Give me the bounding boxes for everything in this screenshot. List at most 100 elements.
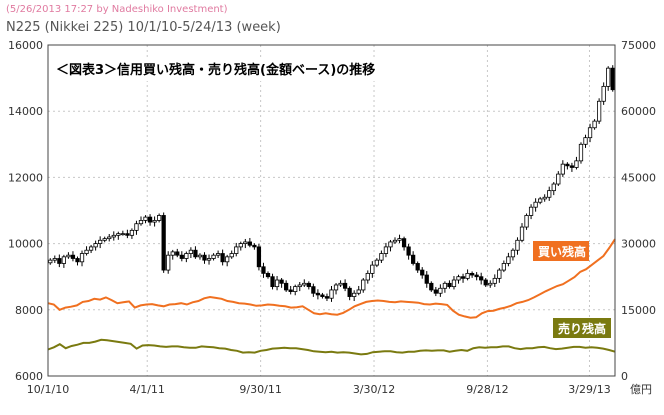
candle-body [152,220,157,223]
candle-body [184,253,189,259]
candle-body [57,258,62,264]
candle-body [270,276,275,288]
sell-balance-line [47,338,616,356]
right-tick-label: 15000 [621,304,656,317]
candle-body [265,272,271,278]
candle-body [442,282,448,289]
candle-body [84,249,89,254]
candle-body [447,282,452,288]
x-tick-label: 10/1/10 [27,383,69,396]
candle-body [456,276,461,281]
candle-body [556,173,561,185]
candle-body [215,253,221,256]
candle-body [528,206,534,216]
candle-body [560,163,565,175]
candle-body [492,277,497,284]
candle-body [220,253,225,263]
legend-buy-box [533,241,589,261]
gridlines [48,45,615,376]
legend-sell-label: 売り残高 [558,321,606,336]
candle-body [306,282,311,288]
candle-body [243,241,248,245]
candle-body [188,249,194,254]
candle-body [460,276,466,279]
candle-body [551,183,556,192]
candle-body [383,246,389,254]
candle-body [93,243,98,248]
candle-body [370,264,375,274]
candle-body [293,286,298,292]
x-tick-label: 9/28/12 [466,383,508,396]
candle-body [488,282,493,286]
candle-body [288,289,293,292]
candle-body [279,279,284,284]
candle-body [229,253,234,258]
candle-body [415,263,420,271]
candle-body [479,276,484,281]
candle-body [202,254,207,261]
buy-balance-line [47,238,616,319]
left-tick-label: 10000 [8,238,43,251]
candle-body [510,249,516,258]
candle-body [179,254,184,259]
candle-body [451,279,457,288]
candle-body [506,256,511,264]
candle-body [401,238,407,248]
candle-body [483,279,488,286]
candle-body [324,296,330,299]
candle-body [161,215,166,271]
candle-body [75,258,80,263]
candle-body [211,254,216,259]
candle-body [542,196,547,200]
candle-body [116,233,121,236]
candle-body [406,246,411,256]
left-tick-label: 16000 [8,39,43,52]
candle-body [597,100,602,122]
chart-credit: (5/26/2013 17:27 by Nadeshiko Investment… [6,4,228,15]
candle-body [333,284,339,291]
candle-body [338,282,343,286]
candle-body [533,201,538,208]
candle-body [238,243,243,248]
candle-body [166,254,171,271]
candle-body [252,244,257,248]
candle-body [524,215,529,228]
candle-body [592,120,597,129]
candle-body [547,190,552,198]
candle-body [234,246,239,254]
candle-body [424,274,429,284]
candle-body [143,216,148,221]
left-tick-label: 14000 [8,105,43,118]
candle-body [320,294,325,297]
candle-body [225,256,230,263]
candle-body [79,253,85,263]
candle-body [583,137,588,145]
candle-body [515,239,520,251]
left-axis-ticks: 16000 14000 12000 10000 8000 6000 [8,39,43,383]
candle-body [193,249,198,258]
right-tick-label: 45000 [621,171,656,184]
x-tick-label: 3/29/13 [568,383,610,396]
candle-body [329,289,334,299]
candle-body [538,198,543,203]
nikkei-candles [48,65,615,302]
chart-title: ＜図表3＞信用買い残高・売り残高(金額ベース)の推移 [56,62,375,78]
candle-body [587,127,593,139]
candle-body [379,253,384,261]
left-tick-label: 12000 [8,171,43,184]
candle-body [70,254,76,259]
candle-body [261,266,266,274]
plot-frame [47,44,616,377]
candle-body [365,272,370,281]
candle-body [175,251,180,256]
x-tick-label: 3/30/12 [353,383,395,396]
candle-body [247,241,252,246]
candle-body [352,292,357,297]
candle-body [438,287,443,294]
candle-body [66,254,71,258]
right-tick-label: 30000 [621,238,656,251]
candle-body [342,282,348,289]
candle-body [256,246,262,268]
candle-body [569,165,575,168]
candle-body [52,258,57,261]
